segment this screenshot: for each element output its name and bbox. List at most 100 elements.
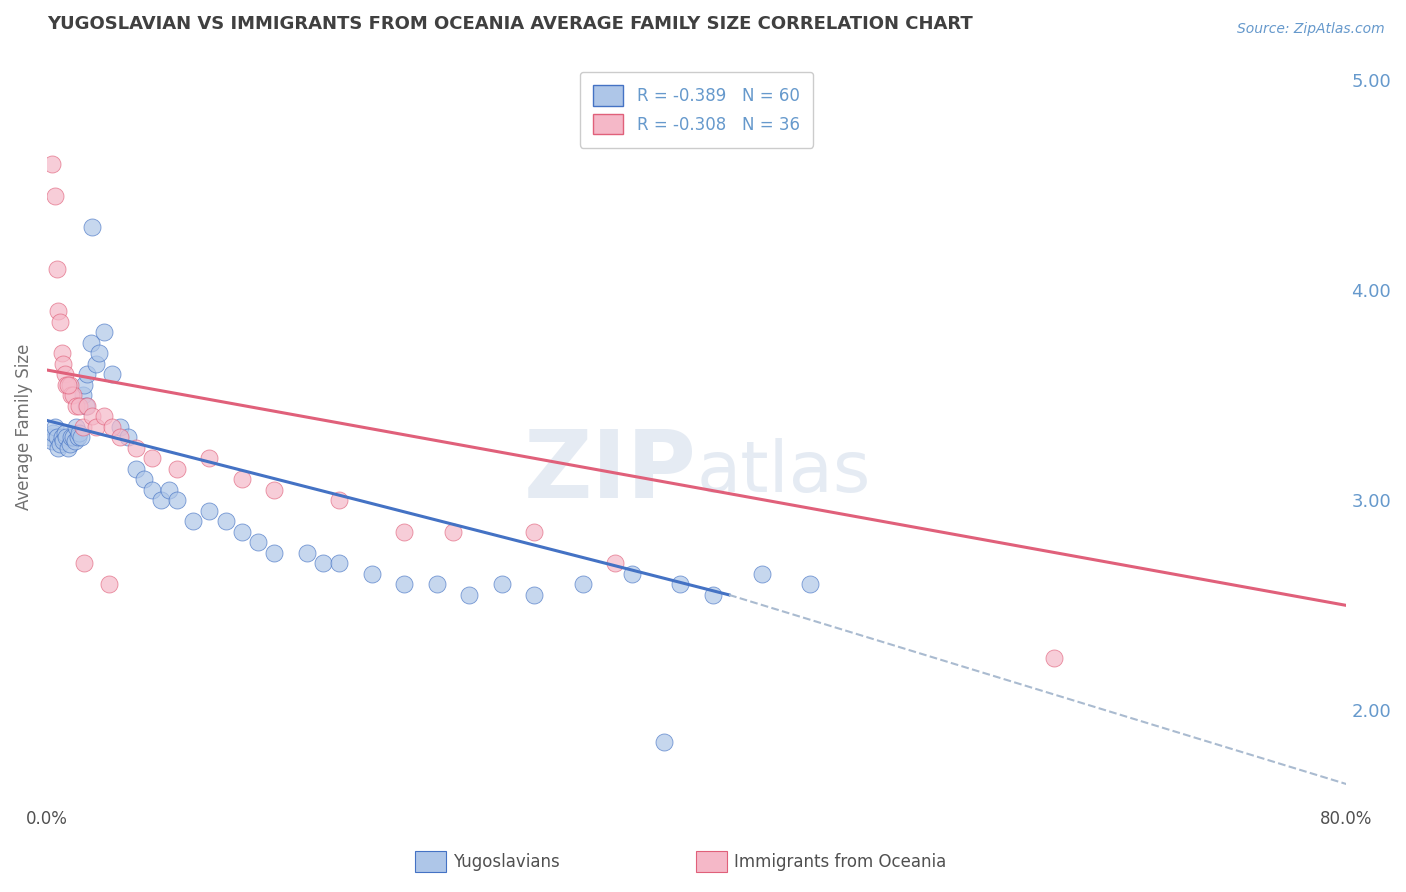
- Text: atlas: atlas: [696, 438, 870, 507]
- Legend: R = -0.389   N = 60, R = -0.308   N = 36: R = -0.389 N = 60, R = -0.308 N = 36: [581, 72, 813, 147]
- Point: [263, 546, 285, 560]
- Point: [60, 388, 83, 402]
- Point: [53, 426, 76, 441]
- Point: [312, 557, 335, 571]
- Point: [52, 434, 75, 449]
- Point: [214, 514, 236, 528]
- Point: [231, 472, 253, 486]
- Point: [101, 419, 124, 434]
- Point: [751, 566, 773, 581]
- Point: [49, 315, 72, 329]
- Point: [93, 325, 115, 339]
- Point: [491, 577, 513, 591]
- Point: [101, 368, 124, 382]
- Point: [125, 462, 148, 476]
- Point: [247, 535, 270, 549]
- Point: [72, 419, 94, 434]
- Point: [51, 346, 73, 360]
- Point: [76, 399, 98, 413]
- Point: [166, 462, 188, 476]
- Point: [56, 377, 79, 392]
- Point: [328, 557, 350, 571]
- Point: [263, 483, 285, 497]
- Text: ZIP: ZIP: [524, 426, 696, 518]
- Point: [149, 493, 172, 508]
- Point: [799, 577, 821, 591]
- Text: Yugoslavians: Yugoslavians: [453, 853, 560, 871]
- Point: [49, 436, 72, 450]
- Point: [45, 262, 67, 277]
- Point: [67, 426, 90, 441]
- Point: [441, 524, 464, 539]
- Text: Immigrants from Oceania: Immigrants from Oceania: [734, 853, 946, 871]
- Point: [93, 409, 115, 424]
- Point: [605, 557, 627, 571]
- Point: [157, 483, 180, 497]
- Point: [55, 430, 77, 444]
- Point: [108, 419, 131, 434]
- Point: [141, 483, 163, 497]
- Point: [59, 436, 82, 450]
- Point: [67, 399, 90, 413]
- Point: [73, 557, 96, 571]
- Point: [523, 588, 546, 602]
- Point: [52, 357, 75, 371]
- Point: [117, 430, 139, 444]
- Point: [62, 388, 84, 402]
- Point: [51, 430, 73, 444]
- Point: [360, 566, 382, 581]
- Y-axis label: Average Family Size: Average Family Size: [15, 343, 32, 510]
- Point: [394, 524, 416, 539]
- Point: [652, 735, 675, 749]
- Point: [56, 441, 79, 455]
- Point: [702, 588, 724, 602]
- Point: [620, 566, 643, 581]
- Point: [41, 157, 63, 171]
- Text: Source: ZipAtlas.com: Source: ZipAtlas.com: [1237, 22, 1385, 37]
- Point: [65, 419, 87, 434]
- Point: [46, 304, 69, 318]
- Point: [134, 472, 156, 486]
- Point: [181, 514, 204, 528]
- Point: [60, 430, 83, 444]
- Point: [328, 493, 350, 508]
- Point: [63, 434, 86, 449]
- Point: [55, 377, 77, 392]
- Point: [108, 430, 131, 444]
- Point: [73, 377, 96, 392]
- Point: [84, 419, 107, 434]
- Point: [75, 399, 97, 413]
- Point: [87, 346, 110, 360]
- Point: [426, 577, 449, 591]
- Point: [80, 335, 103, 350]
- Point: [46, 441, 69, 455]
- Point: [198, 504, 221, 518]
- Point: [41, 434, 63, 449]
- Point: [394, 577, 416, 591]
- Point: [44, 419, 66, 434]
- Point: [72, 388, 94, 402]
- Point: [44, 188, 66, 202]
- Point: [1043, 651, 1066, 665]
- Point: [458, 588, 481, 602]
- Point: [82, 220, 104, 235]
- Point: [66, 430, 89, 444]
- Point: [62, 430, 84, 444]
- Point: [84, 357, 107, 371]
- Point: [65, 399, 87, 413]
- Point: [231, 524, 253, 539]
- Point: [198, 451, 221, 466]
- Text: YUGOSLAVIAN VS IMMIGRANTS FROM OCEANIA AVERAGE FAMILY SIZE CORRELATION CHART: YUGOSLAVIAN VS IMMIGRANTS FROM OCEANIA A…: [46, 15, 973, 33]
- Point: [166, 493, 188, 508]
- Point: [70, 430, 93, 444]
- Point: [572, 577, 595, 591]
- Point: [97, 577, 120, 591]
- Point: [295, 546, 318, 560]
- Point: [59, 377, 82, 392]
- Point: [76, 368, 98, 382]
- Point: [82, 409, 104, 424]
- Point: [125, 441, 148, 455]
- Point: [523, 524, 546, 539]
- Point: [669, 577, 692, 591]
- Point: [45, 430, 67, 444]
